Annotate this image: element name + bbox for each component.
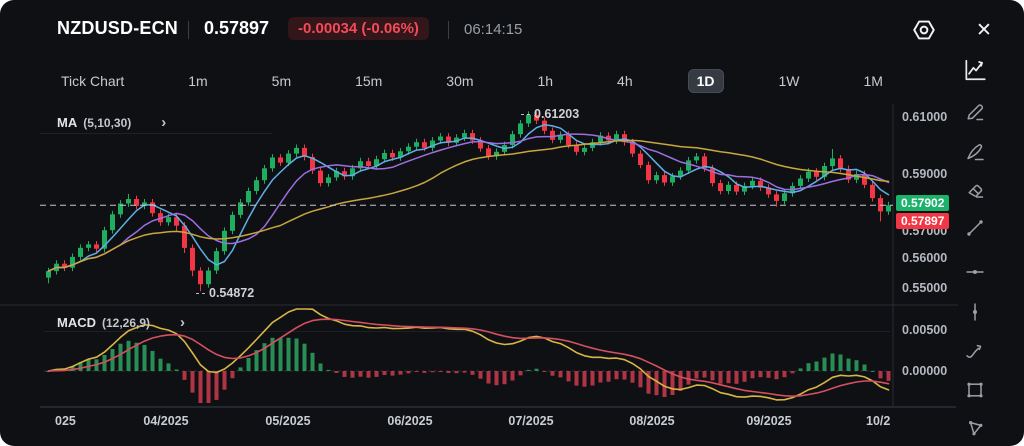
server-time: 06:14:15 bbox=[464, 21, 523, 38]
macd-tick: 0.00000 bbox=[902, 364, 948, 378]
vertical-line-icon bbox=[963, 300, 987, 324]
wave-arrow-icon bbox=[963, 340, 987, 364]
close-button[interactable]: ✕ bbox=[968, 14, 1000, 46]
close-icon: ✕ bbox=[976, 19, 992, 41]
low-price-label: 0.54872 bbox=[209, 286, 255, 300]
chevron-right-icon[interactable]: › bbox=[161, 114, 167, 131]
gear-icon bbox=[911, 17, 937, 43]
time-tick: 04/2025 bbox=[143, 414, 189, 428]
tab-4h[interactable]: 4h bbox=[617, 73, 633, 89]
tool-chart-line-button[interactable] bbox=[955, 52, 995, 88]
time-tick: 05/2025 bbox=[265, 414, 311, 428]
marker-dash bbox=[196, 292, 205, 294]
ma-indicator-params: (5,10,30) bbox=[83, 115, 132, 130]
macd-indicator-legend: MACD (12,26,9) › bbox=[57, 315, 185, 330]
macd-indicator-name: MACD bbox=[57, 315, 96, 330]
settings-button[interactable] bbox=[908, 14, 940, 46]
tool-rectangle-button[interactable] bbox=[955, 372, 995, 408]
tab-1w[interactable]: 1W bbox=[778, 73, 800, 89]
time-tick: 07/2025 bbox=[508, 414, 554, 428]
marker-dash bbox=[521, 113, 530, 115]
macd-tick: 0.00500 bbox=[902, 323, 948, 337]
header-divider bbox=[188, 21, 189, 39]
ma-indicator-legend: MA (5,10,30) › bbox=[57, 115, 166, 130]
rectangle-shape-icon bbox=[963, 378, 987, 402]
ma-indicator-name: MA bbox=[57, 115, 78, 130]
header-divider bbox=[448, 21, 449, 39]
polygon-shape-icon bbox=[963, 416, 987, 440]
tab-1mo[interactable]: 1M bbox=[863, 73, 883, 89]
price-tick: 0.59000 bbox=[902, 167, 948, 181]
chevron-right-icon[interactable]: › bbox=[180, 314, 186, 331]
time-tick: 08/2025 bbox=[629, 414, 675, 428]
tool-horizontal-line-button[interactable] bbox=[955, 254, 995, 290]
time-tick: 06/2025 bbox=[387, 414, 433, 428]
current-price: 0.57897 bbox=[204, 18, 270, 38]
symbol-title: NZDUSD-ECN bbox=[57, 18, 178, 38]
low-price-annotation: 0.54872 bbox=[196, 286, 254, 300]
tool-trendline-button[interactable] bbox=[955, 210, 995, 246]
time-tick: 025 bbox=[55, 414, 76, 428]
macd-indicator-params: (12,26,9) bbox=[102, 315, 151, 330]
tool-pencil-button[interactable] bbox=[955, 94, 995, 130]
tool-wave-arrow-button[interactable] bbox=[955, 334, 995, 370]
chart-line-icon bbox=[962, 57, 988, 83]
tab-tick-chart[interactable]: Tick Chart bbox=[61, 73, 125, 89]
pen-annotate-icon bbox=[963, 140, 987, 164]
time-tick: 10/2 bbox=[866, 414, 891, 428]
price-tick: 0.55000 bbox=[902, 281, 948, 295]
trendline-icon bbox=[963, 216, 987, 240]
price-tick: 0.56000 bbox=[902, 251, 948, 265]
tab-15m[interactable]: 15m bbox=[355, 73, 383, 89]
tool-pen-annotate-button[interactable] bbox=[955, 134, 995, 170]
tab-1h[interactable]: 1h bbox=[537, 73, 554, 89]
time-tick: 09/2025 bbox=[746, 414, 792, 428]
high-price-label: 0.61203 bbox=[534, 107, 580, 121]
high-price-annotation: 0.61203 bbox=[521, 107, 579, 121]
tab-30m[interactable]: 30m bbox=[446, 73, 474, 89]
timeframe-bar: Tick Chart 1m 5m 15m 30m 1h 4h 1D 1W 1M bbox=[52, 66, 892, 96]
tab-1d[interactable]: 1D bbox=[687, 69, 724, 93]
eraser-icon bbox=[963, 178, 987, 202]
tool-eraser-button[interactable] bbox=[955, 172, 995, 208]
price-tick: 0.61000 bbox=[902, 110, 948, 124]
horizontal-line-icon bbox=[963, 260, 987, 284]
last-price-badge: 0.57897 bbox=[896, 213, 950, 229]
tool-vertical-line-button[interactable] bbox=[955, 294, 995, 330]
tab-1m[interactable]: 1m bbox=[188, 73, 208, 89]
pencil-icon bbox=[963, 100, 987, 124]
price-change-badge: -0.00034 (-0.06%) bbox=[288, 17, 429, 40]
bid-price-badge: 0.57902 bbox=[896, 195, 950, 211]
tool-polygon-button[interactable] bbox=[955, 410, 995, 446]
tab-5m[interactable]: 5m bbox=[271, 73, 292, 89]
